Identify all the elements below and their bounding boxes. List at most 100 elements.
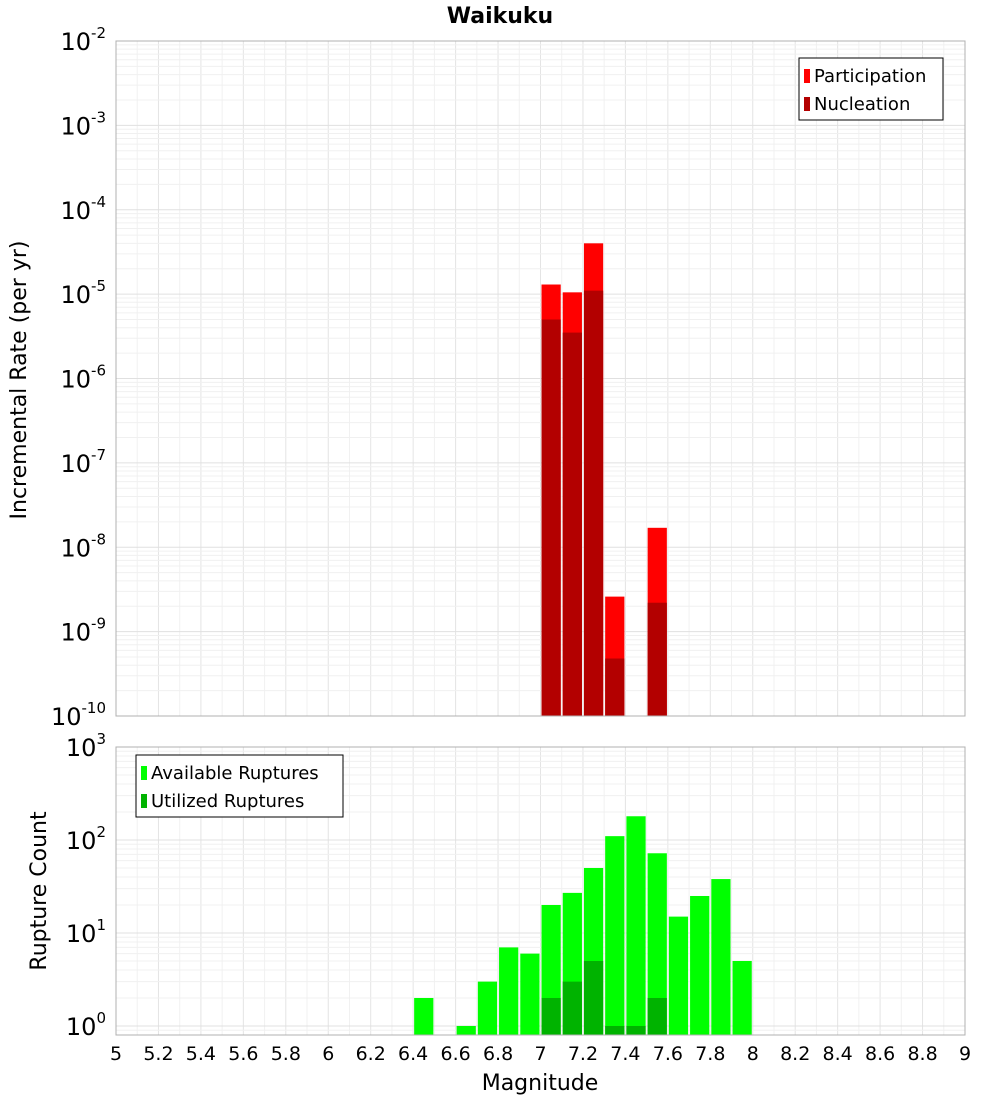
y-tick-label: 10-9	[60, 615, 106, 647]
x-tick-label: 9	[959, 1043, 971, 1065]
legend-label: Utilized Ruptures	[151, 791, 304, 812]
legend-box	[135, 754, 344, 818]
y-tick-label: 102	[66, 823, 106, 855]
y-tick-base: 10	[60, 197, 91, 225]
y-tick-exponent: -9	[91, 615, 106, 633]
y-axis-title-bottom: Rupture Count	[27, 811, 52, 971]
y-tick-exponent: 2	[96, 823, 106, 841]
bottom-bars	[414, 816, 752, 1035]
bar-available-ruptures	[626, 816, 646, 1035]
bar-nucleation	[562, 332, 582, 716]
y-tick-base: 10	[66, 734, 97, 762]
y-tick-label: 10-8	[60, 530, 106, 562]
y-tick-exponent: -5	[91, 277, 106, 295]
bar-utilized-ruptures	[626, 1025, 646, 1035]
y-tick-label: 10-6	[60, 362, 106, 394]
bar-utilized-ruptures	[562, 981, 582, 1035]
y-tick-base: 10	[60, 534, 91, 562]
top-legend: Participation Nucleation	[798, 57, 944, 121]
legend-swatch	[141, 766, 147, 780]
y-tick-exponent: -6	[91, 362, 106, 380]
x-tick-label: 7.8	[695, 1043, 725, 1065]
bar-nucleation	[541, 319, 561, 716]
x-axis-title: Magnitude	[482, 1071, 599, 1096]
x-tick-label: 7.2	[568, 1043, 598, 1065]
y-tick-exponent: -3	[91, 108, 106, 126]
x-tick-label: 8	[747, 1043, 759, 1065]
y-tick-label: 10-7	[60, 446, 106, 478]
bar-available-ruptures	[690, 895, 710, 1035]
bar-available-ruptures	[499, 947, 519, 1035]
x-tick-label: 8.8	[907, 1043, 937, 1065]
x-tick-label: 7	[534, 1043, 546, 1065]
y-tick-label: 103	[66, 730, 106, 762]
x-tick-label: 7.6	[653, 1043, 683, 1065]
bar-available-ruptures	[456, 1025, 476, 1035]
y-tick-base: 10	[66, 827, 97, 855]
x-tick-label: 8.6	[865, 1043, 895, 1065]
bar-available-ruptures	[711, 879, 731, 1035]
bar-available-ruptures	[647, 853, 667, 1035]
x-tick-label: 6	[322, 1043, 334, 1065]
top-bars	[541, 243, 667, 717]
y-tick-label: 10-2	[60, 24, 106, 56]
top-plot-frame	[115, 40, 966, 717]
legend-label: Participation	[814, 66, 926, 87]
x-tick-labels: 5 5.2 5.4 5.6 5.8 6 6.2 6.4 6.6 6.8 7 7.2 7.4 7.6 7.8 8…	[110, 1043, 971, 1065]
x-tick-label: 5.2	[143, 1043, 173, 1065]
x-tick-label: 7.4	[610, 1043, 640, 1065]
x-tick-label: 6.8	[483, 1043, 513, 1065]
y-tick-exponent: -4	[91, 193, 106, 211]
chart-title: Waikuku	[447, 4, 553, 29]
legend-swatch	[141, 794, 147, 808]
y-tick-label: 10-10	[51, 699, 106, 731]
y-tick-exponent: -10	[82, 699, 107, 717]
bar-utilized-ruptures	[541, 997, 561, 1035]
legend-swatch	[804, 69, 810, 83]
x-tick-label: 5.6	[228, 1043, 258, 1065]
legend-label: Available Ruptures	[151, 763, 319, 784]
x-tick-label: 5.8	[271, 1043, 301, 1065]
y-tick-exponent: 1	[96, 916, 106, 934]
bar-utilized-ruptures	[605, 1025, 625, 1035]
y-tick-exponent: -2	[91, 24, 106, 42]
y-tick-exponent: 0	[96, 1009, 106, 1027]
x-tick-label: 6.6	[440, 1043, 470, 1065]
x-tick-label: 5.4	[186, 1043, 216, 1065]
y-tick-base: 10	[60, 28, 91, 56]
x-tick-label: 5	[110, 1043, 122, 1065]
bottom-plot-frame	[115, 746, 966, 1036]
y-tick-base: 10	[60, 281, 91, 309]
y-tick-base: 10	[60, 619, 91, 647]
bar-utilized-ruptures	[583, 960, 604, 1035]
bar-available-ruptures	[414, 997, 434, 1035]
bar-nucleation	[647, 602, 667, 716]
x-tick-label: 6.4	[398, 1043, 428, 1065]
bar-available-ruptures	[605, 836, 625, 1035]
bar-available-ruptures	[477, 981, 498, 1035]
y-tick-exponent: 3	[96, 730, 106, 748]
y-tick-label: 101	[66, 916, 106, 948]
y-tick-label: 100	[66, 1009, 106, 1041]
x-tick-label: 6.2	[356, 1043, 386, 1065]
bar-nucleation	[605, 658, 625, 716]
y-tick-base: 10	[60, 450, 91, 478]
top-grid	[115, 40, 966, 717]
legend-label: Nucleation	[814, 94, 910, 115]
y-tick-label: 10-4	[60, 193, 106, 225]
y-tick-base: 10	[66, 1013, 97, 1041]
bar-available-ruptures	[668, 916, 689, 1035]
y-axis-title-top: Incremental Rate (per yr)	[7, 241, 32, 520]
bar-available-ruptures	[732, 960, 752, 1035]
y-tick-exponent: -7	[91, 446, 106, 464]
y-tick-base: 10	[60, 366, 91, 394]
x-tick-label: 8.4	[823, 1043, 853, 1065]
bar-available-ruptures	[520, 953, 540, 1035]
legend-swatch	[804, 97, 810, 111]
bar-utilized-ruptures	[647, 997, 667, 1035]
x-tick-label: 8.2	[780, 1043, 810, 1065]
y-tick-base: 10	[66, 920, 97, 948]
